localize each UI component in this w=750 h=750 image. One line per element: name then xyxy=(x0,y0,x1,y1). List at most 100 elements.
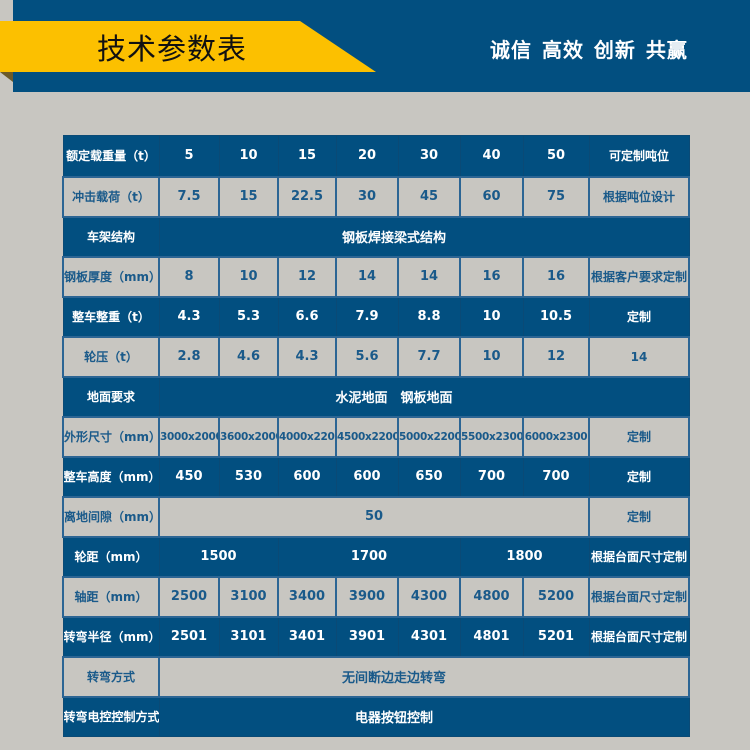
table-cell: 电器按钮控制 xyxy=(158,696,690,737)
page-title: 技术参数表 xyxy=(97,32,248,66)
table-cell: 3400 xyxy=(277,575,337,618)
table-cell: 5.6 xyxy=(335,335,399,378)
table-row: 离地间隙（mm） 50 定制 xyxy=(62,495,690,538)
table-cell: 5.3 xyxy=(218,296,279,337)
table-cell: 4801 xyxy=(459,616,524,657)
table-row: 钢板厚度（mm） 8 10 12 14 14 16 16 根据客户要求定制 xyxy=(62,255,690,298)
table-cell: 定制 xyxy=(588,456,690,497)
table-cell: 50 xyxy=(522,135,590,177)
table-cell: 3401 xyxy=(277,616,337,657)
table-cell: 10 xyxy=(459,335,524,378)
table-row: 整车整重（t） 4.3 5.3 6.6 7.9 8.8 10 10.5 定制 xyxy=(62,296,690,337)
table-cell: 4.6 xyxy=(218,335,279,378)
table-cell: 4300 xyxy=(397,575,461,618)
table-cell: 15 xyxy=(277,135,337,177)
table-cell: 4301 xyxy=(397,616,461,657)
table-cell: 14 xyxy=(397,255,461,298)
slogan: 诚信 高效 创新 共赢 xyxy=(490,38,688,62)
table-cell: 4.3 xyxy=(277,335,337,378)
table-cell: 45 xyxy=(397,175,461,218)
table-cell: 3101 xyxy=(218,616,279,657)
table-cell: 无间断边走边转弯 xyxy=(158,655,690,698)
table-cell: 75 xyxy=(522,175,590,218)
table-cell: 定制 xyxy=(588,495,690,538)
table-cell: 10 xyxy=(218,135,279,177)
table-cell: 转弯方式 xyxy=(62,655,160,698)
table-cell: 4500x2200 xyxy=(335,415,399,458)
table-cell: 根据吨位设计 xyxy=(588,175,690,218)
table-cell: 15 xyxy=(218,175,279,218)
table-cell: 转弯半径（mm） xyxy=(62,616,160,657)
table-row: 转弯电控控制方式 电器按钮控制 xyxy=(62,696,690,737)
table-row: 轮压（t） 2.8 4.6 4.3 5.6 7.7 10 12 14 xyxy=(62,335,690,378)
table-cell: 10.5 xyxy=(522,296,590,337)
table-row: 地面要求 水泥地面 钢板地面 xyxy=(62,376,690,417)
table-cell: 30 xyxy=(397,135,461,177)
table-cell: 定制 xyxy=(588,296,690,337)
table-cell: 16 xyxy=(522,255,590,298)
table-cell: 车架结构 xyxy=(62,216,160,257)
banner-shadow xyxy=(0,72,13,82)
table-cell: 3901 xyxy=(335,616,399,657)
table-cell: 水泥地面 钢板地面 xyxy=(158,376,690,417)
table-cell: 650 xyxy=(397,456,461,497)
table-cell: 7.9 xyxy=(335,296,399,337)
table-cell: 5000x2200 xyxy=(397,415,461,458)
table-cell: 600 xyxy=(277,456,337,497)
table-cell: 20 xyxy=(335,135,399,177)
table-cell: 轮压（t） xyxy=(62,335,160,378)
table-cell: 2501 xyxy=(158,616,220,657)
table-cell: 1500 xyxy=(158,536,279,577)
table-cell: 7.5 xyxy=(158,175,220,218)
table-cell: 根据客户要求定制 xyxy=(588,255,690,298)
table-cell: 5201 xyxy=(522,616,590,657)
table-cell: 轴距（mm） xyxy=(62,575,160,618)
table-cell: 50 xyxy=(158,495,590,538)
table-cell: 1700 xyxy=(277,536,461,577)
table-cell: 地面要求 xyxy=(62,376,160,417)
table-cell: 14 xyxy=(335,255,399,298)
table-cell: 3900 xyxy=(335,575,399,618)
table-cell: 2500 xyxy=(158,575,220,618)
table-cell: 可定制吨位 xyxy=(588,135,690,177)
table-cell: 根据台面尺寸定制 xyxy=(588,616,690,657)
table-row: 外形尺寸（mm） 3000x2000 3600x2000 4000x2200 4500x… xyxy=(62,415,690,458)
table-cell: 10 xyxy=(459,296,524,337)
table-cell: 转弯电控控制方式 xyxy=(62,696,160,737)
table-row: 转弯方式 无间断边走边转弯 xyxy=(62,655,690,698)
table-cell: 10 xyxy=(218,255,279,298)
table-cell: 额定载重量（t） xyxy=(62,135,160,177)
table-cell: 600 xyxy=(335,456,399,497)
table-cell: 4000x2200 xyxy=(277,415,337,458)
table-cell: 30 xyxy=(335,175,399,218)
table-cell: 40 xyxy=(459,135,524,177)
table-cell: 6.6 xyxy=(277,296,337,337)
table-cell: 1800 xyxy=(459,536,590,577)
table-cell: 3000x2000 xyxy=(158,415,220,458)
table-cell: 8 xyxy=(158,255,220,298)
spec-table: 额定载重量（t） 5 10 15 20 30 40 50 可定制吨位 冲击载荷（t） 7.5 15 22… xyxy=(62,135,690,737)
table-cell: 5200 xyxy=(522,575,590,618)
table-cell: 根据台面尺寸定制 xyxy=(588,575,690,618)
table-row: 整车高度（mm） 450 530 600 600 650 700 700 定制 xyxy=(62,456,690,497)
table-cell: 5 xyxy=(158,135,220,177)
table-cell: 6000x2300 xyxy=(522,415,590,458)
table-cell: 整车高度（mm） xyxy=(62,456,160,497)
table-cell: 700 xyxy=(459,456,524,497)
table-cell: 60 xyxy=(459,175,524,218)
table-cell: 外形尺寸（mm） xyxy=(62,415,160,458)
table-cell: 22.5 xyxy=(277,175,337,218)
table-cell: 450 xyxy=(158,456,220,497)
table-cell: 3100 xyxy=(218,575,279,618)
table-cell: 钢板焊接梁式结构 xyxy=(158,216,690,257)
table-cell: 轮距（mm） xyxy=(62,536,160,577)
table-row: 轴距（mm） 2500 3100 3400 3900 4300 4800 5200 根据台面尺寸… xyxy=(62,575,690,618)
table-cell: 8.8 xyxy=(397,296,461,337)
table-row: 额定载重量（t） 5 10 15 20 30 40 50 可定制吨位 xyxy=(62,135,690,177)
table-row: 车架结构 钢板焊接梁式结构 xyxy=(62,216,690,257)
table-cell: 整车整重（t） xyxy=(62,296,160,337)
table-cell: 3600x2000 xyxy=(218,415,279,458)
table-cell: 16 xyxy=(459,255,524,298)
table-cell: 5500x2300 xyxy=(459,415,524,458)
table-cell: 7.7 xyxy=(397,335,461,378)
